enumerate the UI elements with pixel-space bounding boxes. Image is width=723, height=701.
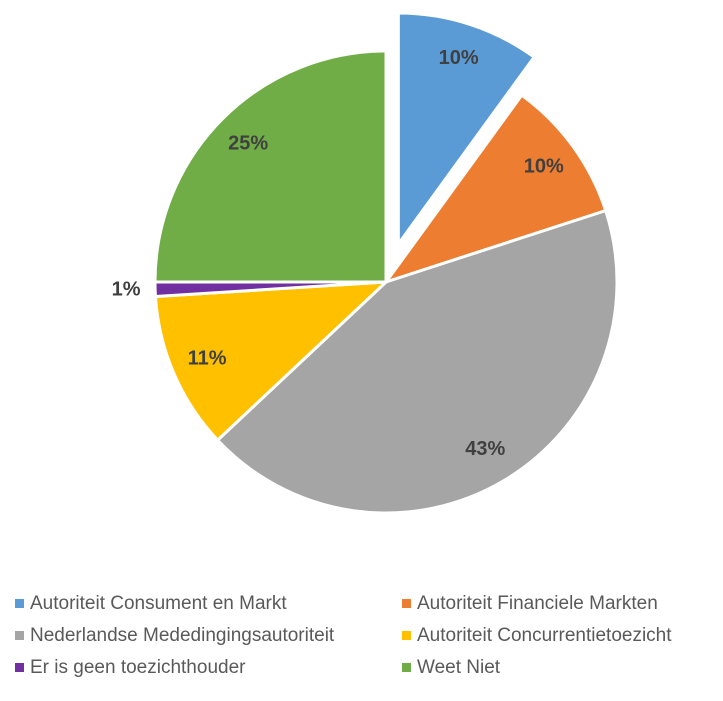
- legend-marker: [402, 631, 411, 640]
- data-label: 43%: [465, 438, 505, 460]
- pie-slice: [153, 280, 391, 443]
- legend-marker: [15, 599, 24, 608]
- pie-slice: [153, 49, 388, 284]
- legend-label: Autoriteit Concurrentietoezicht: [417, 625, 672, 646]
- data-label: 1%: [112, 278, 141, 300]
- data-label: 25%: [228, 132, 268, 154]
- data-label: 10%: [439, 47, 479, 69]
- data-label: 11%: [188, 348, 227, 370]
- legend-label: Autoriteit Financiele Markten: [417, 593, 658, 614]
- legend-marker: [15, 631, 24, 640]
- legend-marker: [15, 663, 24, 672]
- legend-label: Weet Niet: [417, 657, 501, 678]
- legend-label: Er is geen toezichthouder: [30, 657, 246, 678]
- legend-label: Autoriteit Consument en Markt: [30, 593, 287, 614]
- pie-slice: [396, 11, 537, 249]
- pie-slice: [382, 93, 608, 285]
- legend-marker: [402, 663, 411, 672]
- legend-marker: [402, 599, 411, 608]
- pie-slice: [215, 208, 619, 515]
- legend-label: Nederlandse Mededingingsautoriteit: [30, 625, 335, 646]
- data-label: 10%: [524, 156, 564, 178]
